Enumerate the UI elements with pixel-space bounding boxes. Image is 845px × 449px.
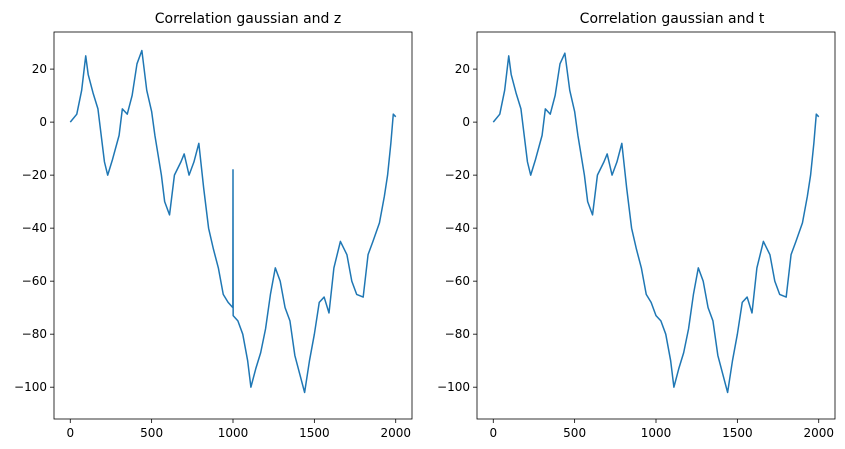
left-x-tick-label: 1500 [299, 426, 330, 440]
right-x-tick-label: 2000 [803, 426, 834, 440]
left-y-tick-label: −40 [22, 221, 47, 235]
left-chart-title: Correlation gaussian and z [155, 11, 342, 27]
right-chart-title: Correlation gaussian and t [580, 11, 765, 27]
left-x-tick-label: 0 [66, 426, 74, 440]
left-x-tick-label: 2000 [380, 426, 411, 440]
left-series-line [69, 49, 397, 394]
left-y-tick-label: 0 [39, 115, 47, 129]
left-y-tick-label: −80 [22, 327, 47, 341]
left-chart-panel: Correlation gaussian and z 0 500 1000 1500 2… [14, 11, 413, 440]
left-plot-area: 0 500 1000 1500 2000 20 0 −20 −40 −60 −80 −100 [14, 31, 413, 440]
right-y-tick-label: −40 [445, 221, 470, 235]
right-chart-panel: Correlation gaussian and t 0 500 1000 1500 2… [437, 11, 836, 440]
right-y-tick-label: 0 [462, 115, 470, 129]
right-y-tick-label: −20 [445, 168, 470, 182]
right-x-tick-label: 0 [489, 426, 497, 440]
left-y-tick-label: 20 [32, 62, 47, 76]
left-y-tick-label: −20 [22, 168, 47, 182]
right-y-tick-label: 20 [455, 62, 470, 76]
right-y-tick-label: −60 [445, 274, 470, 288]
right-series-line [492, 52, 820, 394]
right-x-tick-label: 500 [563, 426, 586, 440]
right-y-tick-label: −100 [437, 380, 470, 394]
left-x-tick-label: 500 [140, 426, 163, 440]
right-x-tick-label: 1500 [722, 426, 753, 440]
right-plot-area: 0 500 1000 1500 2000 20 0 −20 −40 −60 −80 −100 [437, 31, 836, 440]
left-y-tick-label: −100 [14, 380, 47, 394]
right-x-tick-label: 1000 [641, 426, 672, 440]
right-y-tick-label: −80 [445, 327, 470, 341]
left-y-tick-label: −60 [22, 274, 47, 288]
left-x-tick-label: 1000 [218, 426, 249, 440]
